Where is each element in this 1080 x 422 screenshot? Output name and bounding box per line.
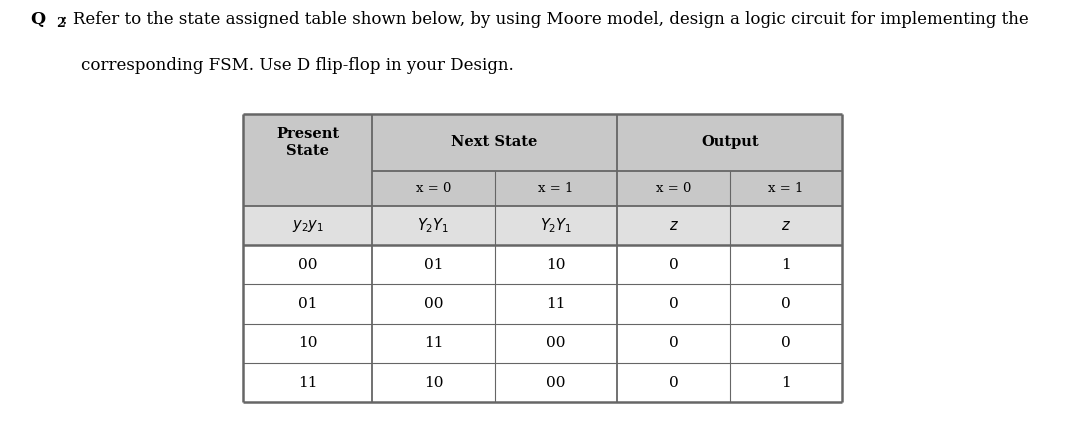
- Text: 11: 11: [423, 336, 443, 350]
- Text: 0: 0: [669, 376, 678, 390]
- Text: $Y_2Y_1$: $Y_2Y_1$: [540, 216, 572, 235]
- Text: x = 0: x = 0: [656, 182, 691, 195]
- Text: Next State: Next State: [451, 135, 538, 149]
- Text: 0: 0: [669, 258, 678, 272]
- Bar: [243, 206, 842, 245]
- Text: 00: 00: [423, 297, 443, 311]
- Text: : Refer to the state assigned table shown below, by using Moore model, design a : : Refer to the state assigned table show…: [62, 11, 1028, 27]
- Text: corresponding FSM. Use D flip-flop in your Design.: corresponding FSM. Use D flip-flop in yo…: [81, 57, 514, 74]
- Bar: [243, 245, 842, 284]
- Text: 1: 1: [781, 258, 791, 272]
- Text: 00: 00: [546, 336, 566, 350]
- Text: x = 1: x = 1: [768, 182, 804, 195]
- Text: x = 1: x = 1: [538, 182, 573, 195]
- Text: 11: 11: [546, 297, 566, 311]
- Text: 0: 0: [669, 297, 678, 311]
- Text: 10: 10: [423, 376, 443, 390]
- Text: 0: 0: [669, 336, 678, 350]
- Text: 1: 1: [781, 376, 791, 390]
- Text: Present
State: Present State: [276, 127, 339, 157]
- Text: 00: 00: [546, 376, 566, 390]
- Text: $z$: $z$: [669, 219, 678, 233]
- Text: Output: Output: [701, 135, 758, 149]
- Bar: [243, 284, 842, 324]
- Bar: [243, 363, 842, 402]
- Text: x = 0: x = 0: [416, 182, 451, 195]
- Text: 10: 10: [298, 336, 318, 350]
- Text: 01: 01: [298, 297, 318, 311]
- Bar: [243, 171, 842, 206]
- Text: 10: 10: [546, 258, 566, 272]
- Text: 0: 0: [781, 336, 791, 350]
- Text: $z$: $z$: [781, 219, 791, 233]
- Text: $Y_2Y_1$: $Y_2Y_1$: [417, 216, 449, 235]
- Text: 00: 00: [298, 258, 318, 272]
- Text: 0: 0: [781, 297, 791, 311]
- Bar: [243, 324, 842, 363]
- Text: Q: Q: [30, 11, 45, 27]
- Text: $y_2y_1$: $y_2y_1$: [292, 218, 324, 233]
- Text: 2: 2: [56, 17, 65, 30]
- Text: 11: 11: [298, 376, 318, 390]
- Text: 01: 01: [423, 258, 443, 272]
